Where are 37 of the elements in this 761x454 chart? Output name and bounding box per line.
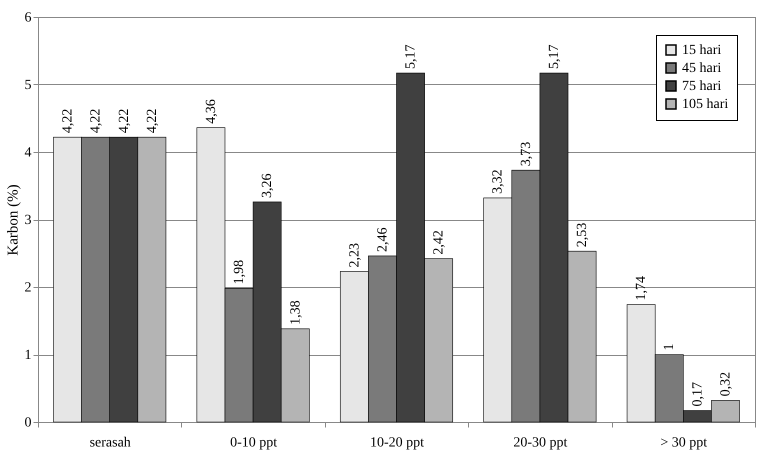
x-tick-label: 20-30 ppt [513,436,568,450]
data-label: 4,22 [88,108,104,134]
data-label: 2,46 [375,227,390,252]
data-label: 1 [662,344,678,350]
data-label: 2,53 [575,222,590,248]
x-tick-label: serasah [90,436,131,450]
data-label: 2,42 [432,230,447,255]
legend-label: 105 hari [682,97,728,112]
data-label: 0,17 [690,382,706,407]
data-label: 0,32 [718,372,734,396]
data-label: 4,36 [204,99,219,124]
data-label: 1,74 [634,276,650,301]
data-label: 1,98 [232,260,248,284]
y-tick-label: 2 [24,280,32,296]
x-tick-label: 0-10 ppt [230,436,278,450]
legend-label: 45 hari [682,61,722,76]
data-label: 5,17 [546,44,562,70]
x-tick-label: > 30 ppt [660,436,708,450]
data-label: 3,26 [260,173,276,198]
data-label: 5,17 [404,44,419,70]
legend-label: 75 hari [682,79,722,94]
y-tick-label: 6 [24,10,32,26]
y-tick-label: 5 [24,78,32,93]
legend-label: 15 hari [682,43,722,58]
data-label: 2,23 [347,242,362,268]
y-tick-label: 4 [24,146,32,160]
y-axis-title: Karbon (%) [6,184,22,256]
y-tick-label: 0 [24,416,32,430]
y-tick-label: 3 [24,213,32,228]
data-label: 4,22 [144,108,160,134]
data-label: 4,22 [60,108,76,134]
data-label: 3,32 [490,169,506,194]
x-tick-label: 10-20 ppt [370,436,424,450]
data-label: 4,22 [116,108,132,134]
y-tick-label: 1 [24,348,32,363]
data-label: 1,38 [288,300,304,325]
data-label: 3,73 [518,142,534,166]
